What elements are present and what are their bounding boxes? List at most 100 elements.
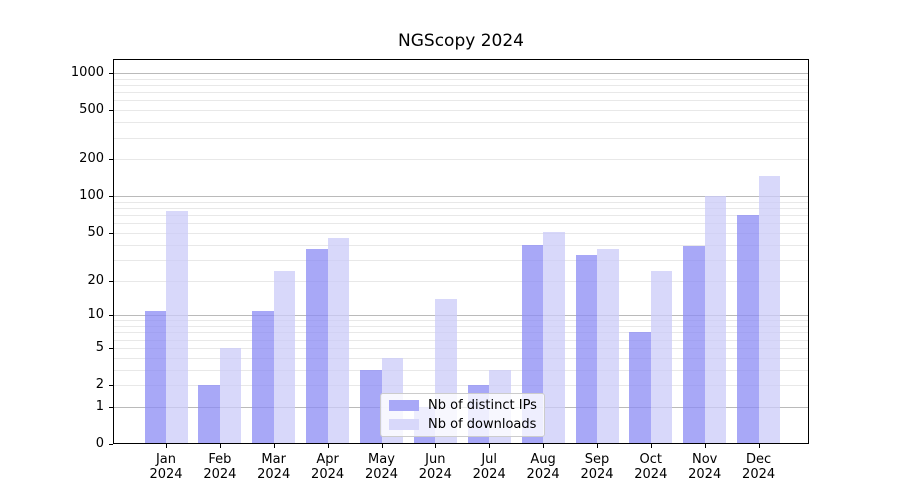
- y-tick-mark-0: [109, 444, 113, 445]
- gridline-minor-3: [113, 369, 809, 371]
- bar-distinct-ips-apr: [306, 248, 328, 444]
- x-tick-mark-oct: [650, 444, 652, 448]
- plot-area: Nb of distinct IPs Nb of downloads: [113, 59, 809, 444]
- legend: Nb of distinct IPs Nb of downloads: [380, 393, 545, 437]
- x-tick-label-may: May 2024: [364, 452, 399, 482]
- gridline-minor-7: [113, 332, 809, 334]
- y-tick-mark-100: [109, 196, 113, 198]
- x-tick-mark-jul: [489, 444, 491, 448]
- y-tick-label-20: 20: [87, 272, 104, 288]
- bar-downloads-feb: [219, 347, 242, 444]
- gridline-major-1000: [113, 73, 809, 74]
- x-tick-mark-may: [381, 444, 383, 448]
- gridline-minor-2: [113, 385, 809, 386]
- gridline-minor-70: [113, 215, 809, 217]
- bar-distinct-ips-nov: [683, 245, 705, 444]
- y-tick-mark-50: [109, 232, 113, 234]
- x-tick-label-sep: Sep 2024: [580, 452, 614, 482]
- gridline-minor-9: [113, 320, 809, 322]
- gridline-minor-400: [113, 122, 809, 124]
- x-tick-label-mar: Mar 2024: [257, 452, 291, 482]
- x-tick-mark-nov: [704, 444, 706, 448]
- gridline-minor-90: [113, 201, 809, 203]
- bar-downloads-aug: [543, 231, 565, 444]
- y-tick-mark-500: [109, 110, 113, 112]
- x-tick-label-jun: Jun 2024: [418, 452, 452, 482]
- y-tick-label-5: 5: [95, 339, 104, 355]
- gridline-minor-800: [113, 85, 809, 86]
- gridline-minor-80: [113, 208, 809, 209]
- y-tick-mark-1000: [109, 73, 113, 74]
- gridline-minor-500: [113, 110, 809, 112]
- bar-distinct-ips-jan: [144, 310, 166, 444]
- x-tick-label-jan: Jan 2024: [149, 452, 183, 482]
- gridline-minor-900: [113, 78, 809, 80]
- gridline-minor-20: [113, 280, 809, 282]
- bar-distinct-ips-mar: [252, 310, 274, 444]
- gridline-minor-700: [113, 92, 809, 94]
- y-tick-label-500: 500: [79, 102, 104, 118]
- gridline-minor-30: [113, 259, 809, 261]
- y-tick-label-100: 100: [79, 188, 104, 204]
- bar-distinct-ips-may: [360, 369, 382, 444]
- legend-swatch-distinct-ips: [389, 400, 419, 412]
- y-tick-mark-20: [109, 280, 113, 282]
- legend-label-distinct-ips: Nb of distinct IPs: [428, 398, 537, 414]
- x-tick-mark-aug: [543, 444, 545, 448]
- x-tick-label-dec: Dec 2024: [742, 452, 776, 482]
- gridline-minor-40: [113, 244, 809, 246]
- x-tick-mark-feb: [219, 444, 221, 448]
- gridline-major-10: [113, 315, 809, 317]
- x-tick-label-feb: Feb 2024: [203, 452, 237, 482]
- bar-distinct-ips-feb: [198, 385, 220, 444]
- gridline-minor-60: [113, 223, 809, 225]
- gridline-minor-5: [113, 347, 809, 349]
- x-tick-mark-jan: [166, 444, 167, 448]
- bar-downloads-dec: [758, 176, 781, 444]
- bar-distinct-ips-sep: [575, 254, 597, 444]
- bar-downloads-nov: [704, 196, 727, 444]
- bar-downloads-apr: [327, 238, 350, 444]
- x-tick-label-nov: Nov 2024: [688, 452, 722, 482]
- gridline-major-100: [113, 196, 809, 198]
- chart-title: NGScopy 2024: [398, 31, 524, 51]
- gridline-minor-6: [113, 339, 809, 341]
- bar-downloads-oct: [650, 271, 673, 444]
- x-tick-label-aug: Aug 2024: [526, 452, 560, 482]
- legend-row-downloads: Nb of downloads: [389, 417, 536, 433]
- y-tick-mark-2: [109, 385, 113, 386]
- gridline-minor-50: [113, 232, 809, 234]
- y-tick-mark-200: [109, 159, 113, 161]
- legend-label-downloads: Nb of downloads: [428, 416, 537, 432]
- legend-row-distinct-ips: Nb of distinct IPs: [389, 398, 537, 414]
- y-tick-label-200: 200: [79, 151, 104, 167]
- y-tick-label-50: 50: [87, 224, 104, 240]
- x-tick-label-oct: Oct 2024: [634, 452, 668, 482]
- x-tick-label-apr: Apr 2024: [311, 452, 345, 482]
- bar-downloads-sep: [597, 248, 619, 444]
- x-tick-mark-mar: [273, 444, 275, 448]
- x-tick-mark-apr: [327, 444, 329, 448]
- y-tick-label-1000: 1000: [70, 65, 104, 80]
- y-tick-label-0: 0: [95, 436, 104, 451]
- x-tick-mark-dec: [758, 444, 760, 448]
- bar-downloads-jan: [166, 211, 188, 444]
- x-tick-mark-sep: [597, 444, 598, 448]
- gridline-minor-4: [113, 357, 809, 359]
- y-tick-label-1: 1: [95, 398, 104, 414]
- gridline-minor-8: [113, 326, 809, 327]
- bar-distinct-ips-oct: [629, 332, 651, 444]
- x-tick-label-jul: Jul 2024: [472, 452, 506, 482]
- y-tick-mark-5: [109, 347, 113, 349]
- y-tick-label-2: 2: [95, 377, 104, 392]
- y-tick-mark-1: [109, 406, 113, 408]
- bar-distinct-ips-dec: [737, 215, 759, 444]
- gridline-minor-600: [113, 100, 809, 102]
- bar-downloads-mar: [273, 271, 296, 444]
- legend-swatch-downloads: [389, 418, 419, 430]
- y-tick-label-10: 10: [87, 307, 104, 323]
- y-tick-mark-10: [109, 315, 113, 317]
- gridline-minor-300: [113, 137, 809, 139]
- x-tick-mark-jun: [435, 444, 437, 448]
